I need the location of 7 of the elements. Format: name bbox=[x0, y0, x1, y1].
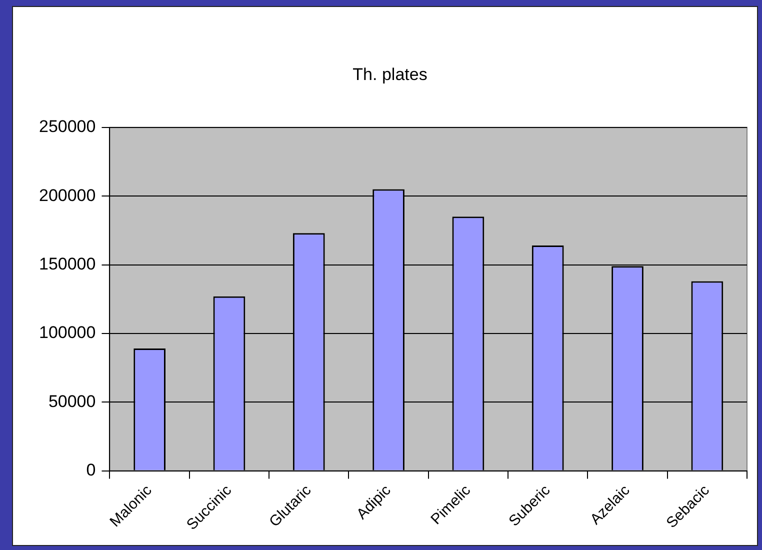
y-tick-label: 0 bbox=[86, 460, 96, 480]
chart-title: Th. plates bbox=[352, 64, 428, 84]
y-tick-label: 50000 bbox=[48, 392, 96, 411]
y-tick-label: 250000 bbox=[38, 117, 96, 136]
y-tick-label: 200000 bbox=[38, 186, 96, 205]
y-tick-label: 100000 bbox=[38, 323, 96, 342]
y-tick-label: 150000 bbox=[38, 254, 96, 274]
